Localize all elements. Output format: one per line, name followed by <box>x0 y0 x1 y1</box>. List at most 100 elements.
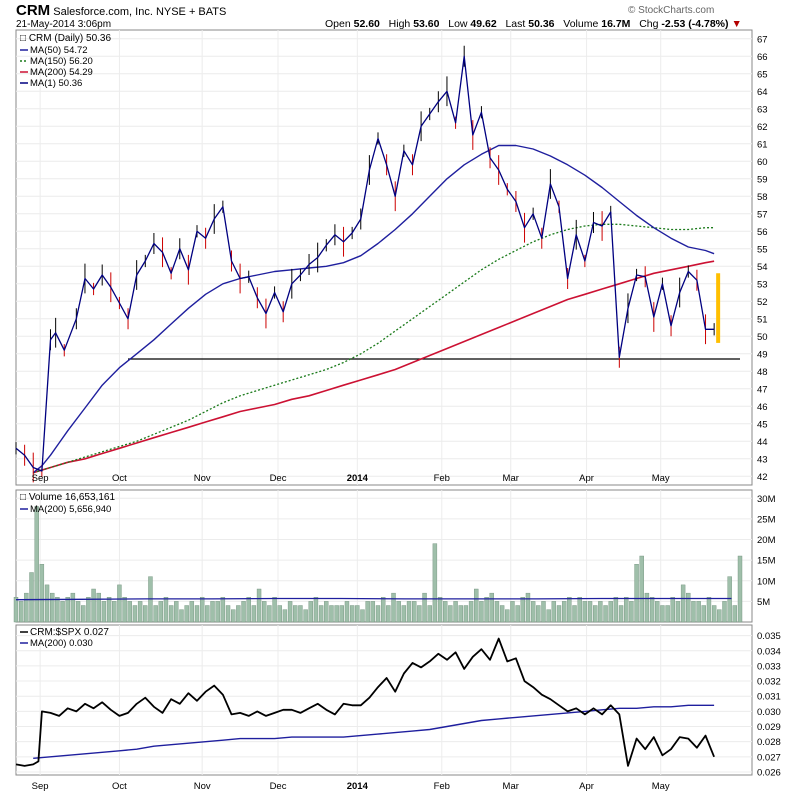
volume-bar <box>75 601 81 623</box>
volume-bar <box>287 601 293 623</box>
y-tick-label: 0.033 <box>757 661 781 672</box>
volume-bar <box>380 597 386 623</box>
volume-bar <box>494 601 500 623</box>
volume-bar <box>127 601 132 623</box>
x-tick-label: 2014 <box>347 781 369 792</box>
volume-bar <box>70 592 76 623</box>
volume-ma-line <box>15 597 732 601</box>
y-tick-label: 15M <box>757 556 776 567</box>
volume-bar <box>717 609 722 623</box>
y-tick-label: 54 <box>757 262 768 273</box>
high-value: 53.60 <box>413 18 440 30</box>
volume-bar <box>551 601 557 623</box>
volume-bar <box>634 564 639 623</box>
volume-bar <box>427 605 432 623</box>
volume-bar <box>608 601 613 623</box>
y-tick-label: 10M <box>757 576 776 587</box>
volume-bar <box>696 601 701 623</box>
y-tick-label: 56 <box>757 227 768 238</box>
volume-bar <box>458 605 463 623</box>
volume-bar <box>324 601 329 623</box>
volume-bar <box>530 601 536 623</box>
volume-bar <box>91 588 96 623</box>
y-tick-label: 5M <box>757 597 770 608</box>
x-tick-label: Feb <box>434 473 450 484</box>
chart-timestamp: 21-May-2014 3:06pm <box>16 19 112 30</box>
volume-bar <box>163 597 169 623</box>
y-tick-label: 60 <box>757 157 768 168</box>
y-tick-label: 0.035 <box>757 631 781 642</box>
x-tick-label: Dec <box>270 781 287 792</box>
volume-bar <box>649 597 655 623</box>
y-tick-label: 49 <box>757 349 768 360</box>
volume-bar <box>468 601 474 623</box>
y-tick-label: 52 <box>757 297 768 308</box>
panel-1-frame <box>15 29 753 486</box>
volume-bar <box>199 597 205 623</box>
volume-bar <box>29 572 34 623</box>
volume-bar <box>205 605 210 623</box>
volume-bar <box>412 601 417 623</box>
volume-bar <box>246 597 251 623</box>
y-tick-label: 0.029 <box>757 722 781 733</box>
legend-entry: MA(200) 0.030 <box>30 638 93 649</box>
last-label: Last <box>505 18 526 30</box>
y-tick-label: 0.032 <box>757 677 781 688</box>
y-tick-label: 51 <box>757 314 768 325</box>
volume-bar <box>546 609 551 623</box>
legend-entry: MA(200) 5,656,940 <box>30 504 111 515</box>
ma150-line <box>33 223 715 474</box>
volume-bar <box>665 605 670 623</box>
volume-bar <box>13 597 19 623</box>
y-tick-label: 61 <box>757 139 768 150</box>
volume-bar <box>293 605 298 623</box>
y-tick-label: 45 <box>757 419 768 430</box>
volume-bar <box>112 601 117 623</box>
y-tick-label: 0.027 <box>757 752 781 763</box>
y-tick-label: 0.030 <box>757 707 781 718</box>
volume-bar <box>567 597 572 623</box>
volume-bar <box>474 588 479 623</box>
volume-bar <box>510 601 515 623</box>
volume-bar <box>256 588 262 623</box>
x-tick-label: Nov <box>194 473 211 484</box>
y-tick-label: 50 <box>757 332 768 343</box>
volume-bar <box>60 601 65 623</box>
volume-bar <box>34 506 39 623</box>
x-tick-label: Nov <box>194 781 211 792</box>
x-tick-label: Sep <box>32 781 49 792</box>
panel-3-frame <box>15 624 753 776</box>
x-tick-label: May <box>652 781 670 792</box>
y-tick-label: 44 <box>757 437 768 448</box>
open-label: Open <box>325 18 351 30</box>
volume-bar <box>318 605 324 623</box>
volume-bar <box>334 605 339 623</box>
change-down-icon: ▼ <box>731 18 742 30</box>
y-tick-label: 55 <box>757 244 768 255</box>
volume-bar <box>572 605 577 623</box>
volume-bar <box>360 609 365 623</box>
y-tick-label: 0.034 <box>757 646 781 657</box>
volume-bar <box>577 597 582 623</box>
y-tick-label: 25M <box>757 514 776 525</box>
volume-label: Volume <box>563 18 599 30</box>
volume-bar <box>629 601 634 623</box>
quote-bar: Open 52.60 High 53.60 Low 49.62 Last 50.… <box>325 18 742 30</box>
x-tick-label: Mar <box>503 781 519 792</box>
price-title: □ CRM (Daily) 50.36 <box>20 33 111 44</box>
volume-bar <box>453 601 458 623</box>
volume-bar <box>437 597 443 623</box>
y-tick-label: 64 <box>757 87 768 98</box>
y-tick-label: 58 <box>757 192 768 203</box>
volume-bar <box>236 605 241 623</box>
volume-bar <box>267 605 272 623</box>
legend-entry: MA(200) 54.29 <box>30 67 93 78</box>
legend-entry: MA(50) 54.72 <box>30 45 88 56</box>
volume-bar <box>329 605 334 623</box>
volume-bar <box>370 601 376 623</box>
volume-bar <box>313 597 319 623</box>
volume-bar <box>194 605 200 623</box>
volume-bar <box>655 601 660 623</box>
